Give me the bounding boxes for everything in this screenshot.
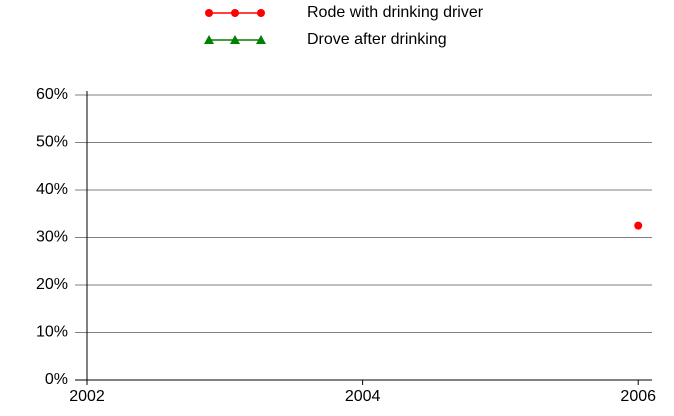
y-tick-label: 60% xyxy=(36,86,68,103)
legend-marker xyxy=(231,9,239,17)
legend-marker xyxy=(257,9,265,17)
y-tick-label: 20% xyxy=(36,276,68,293)
x-tick-label: 2002 xyxy=(69,388,105,405)
x-tick-label: 2006 xyxy=(620,388,656,405)
legend-marker xyxy=(230,35,240,44)
y-tick-label: 0% xyxy=(45,371,68,388)
y-tick-label: 50% xyxy=(36,134,68,151)
legend-label: Rode with drinking driver xyxy=(307,4,484,21)
legend-marker xyxy=(205,9,213,17)
x-tick-label: 2004 xyxy=(345,388,381,405)
legend-marker xyxy=(204,35,214,44)
y-tick-label: 30% xyxy=(36,229,68,246)
legend-label: Drove after drinking xyxy=(307,31,447,48)
legend-marker xyxy=(256,35,266,44)
y-tick-label: 40% xyxy=(36,181,68,198)
y-tick-label: 10% xyxy=(36,324,68,341)
data-point xyxy=(634,221,643,230)
